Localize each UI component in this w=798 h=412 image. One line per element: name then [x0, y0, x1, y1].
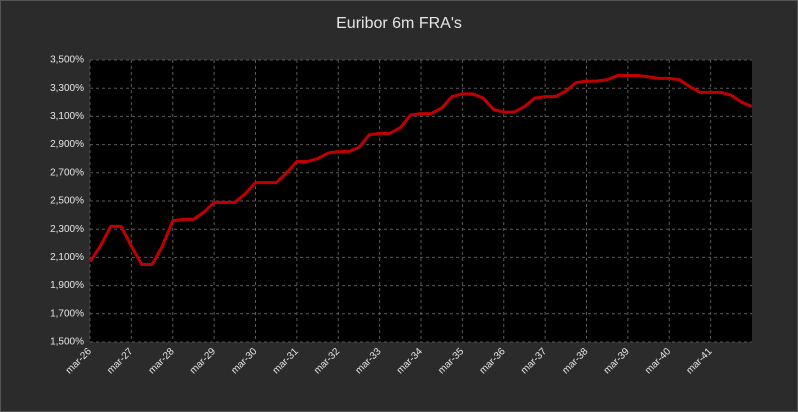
chart-title: Euribor 6m FRA's: [336, 15, 462, 32]
y-tick-label: 2,100%: [50, 252, 84, 263]
y-tick-label: 3,500%: [50, 55, 84, 66]
y-tick-label: 1,500%: [50, 337, 84, 348]
y-tick-label: 1,700%: [50, 308, 84, 319]
y-tick-label: 1,900%: [50, 280, 84, 291]
y-tick-label: 2,500%: [50, 196, 84, 207]
y-tick-label: 2,300%: [50, 224, 84, 235]
y-tick-label: 3,100%: [50, 111, 84, 122]
y-tick-label: 2,700%: [50, 167, 84, 178]
y-tick-label: 3,300%: [50, 83, 84, 94]
line: [88, 74, 753, 266]
y-tick-label: 2,900%: [50, 139, 84, 150]
